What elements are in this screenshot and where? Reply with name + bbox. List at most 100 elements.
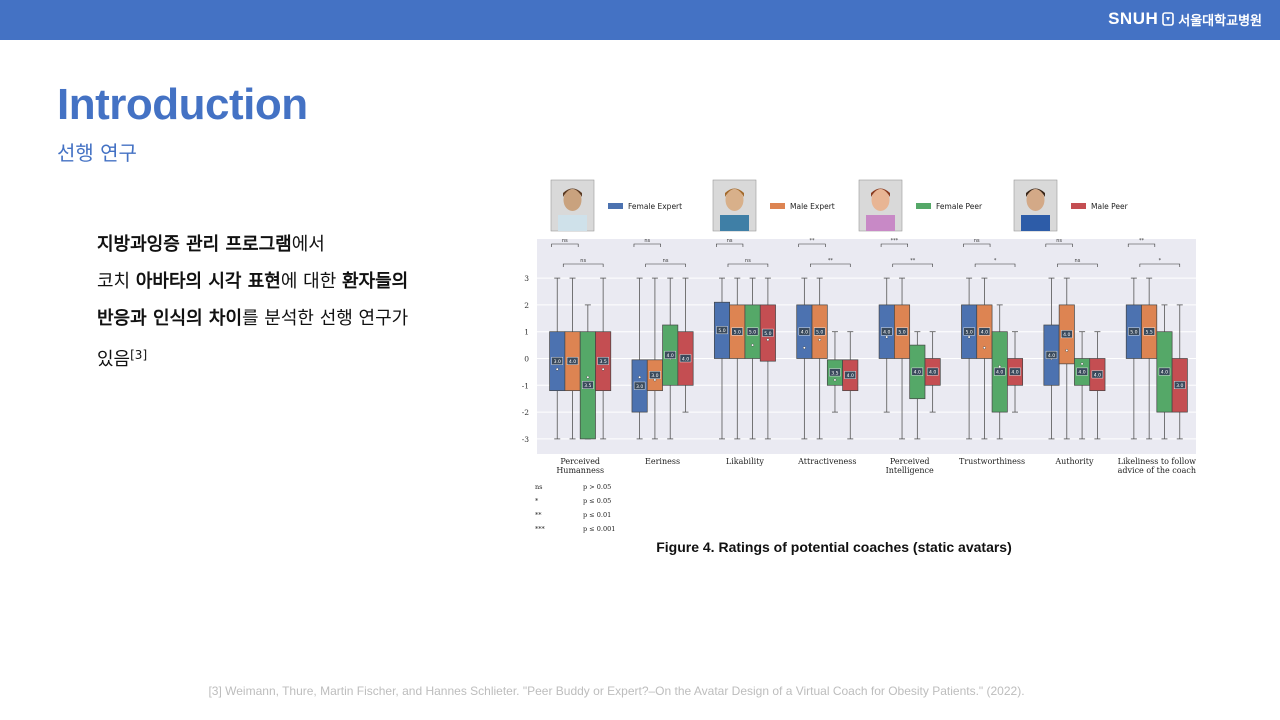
median-label-bg xyxy=(633,381,646,390)
median-label-bg xyxy=(1174,381,1186,390)
median-label-bg xyxy=(1158,367,1171,376)
median-label-bg xyxy=(978,327,991,336)
mean-marker xyxy=(802,346,806,350)
avatar-hair xyxy=(725,188,744,197)
mean-marker xyxy=(967,335,971,339)
mean-marker xyxy=(586,375,590,379)
y-tick-label: -2 xyxy=(522,408,530,417)
significance-label: * xyxy=(994,258,997,264)
median-label-bg xyxy=(551,356,563,365)
significance-label: ns xyxy=(1056,238,1062,244)
significance-bracket xyxy=(892,263,933,267)
avatar-face xyxy=(563,189,582,211)
legend-label: Male Peer xyxy=(1091,202,1129,211)
median-label-bg xyxy=(798,327,811,336)
median-label: 3.0 xyxy=(651,373,658,379)
significance-label: ** xyxy=(910,258,916,264)
avatar-face xyxy=(725,189,744,211)
avatar-face xyxy=(1026,189,1045,211)
slide-title: Introduction xyxy=(57,80,308,129)
significance-description: p ≤ 0.05 xyxy=(583,497,611,505)
body-text-run: 에 대한 xyxy=(280,271,342,292)
significance-bracket xyxy=(562,263,604,267)
significance-label: ns xyxy=(727,238,733,244)
median-label-bg xyxy=(679,354,692,363)
legend-swatch xyxy=(1071,203,1086,209)
avatar-body xyxy=(720,215,749,231)
mean-marker xyxy=(638,375,642,379)
logo-mark: SNUH xyxy=(1108,9,1159,28)
mean-marker xyxy=(601,367,605,371)
significance-bracket xyxy=(798,243,826,247)
figure: Female Expert Male Expert Female Peer Male … xyxy=(521,175,1244,561)
footnote: [3] Weimann, Thure, Martin Fischer, and … xyxy=(208,684,1025,698)
median-label-bg xyxy=(1061,330,1073,339)
median-label-bg xyxy=(994,367,1006,376)
median-label: 4.0 xyxy=(981,330,988,336)
figure-caption: Figure 4. Ratings of potential coaches (… xyxy=(656,539,1012,555)
significance-description: p ≤ 0.01 xyxy=(583,511,611,519)
significance-bracket xyxy=(1057,263,1098,267)
significance-symbol: *** xyxy=(535,525,546,533)
legend-label: Male Expert xyxy=(790,202,835,211)
median-label: 4.0 xyxy=(1048,353,1055,359)
body-text-run: 반응과 인식의 차이 xyxy=(97,308,243,329)
avatar-body xyxy=(558,215,587,231)
median-label: 3.5 xyxy=(599,359,606,365)
significance-bracket xyxy=(810,263,851,267)
median-label: 3.0 xyxy=(554,359,561,365)
median-label: 5.0 xyxy=(734,330,741,336)
avatar-face xyxy=(871,189,890,211)
median-label: 4.0 xyxy=(1094,372,1101,378)
body-text-run: 환자들의 xyxy=(341,271,409,292)
mean-marker xyxy=(833,378,837,382)
significance-symbol: ** xyxy=(535,511,542,519)
significance-label: * xyxy=(1159,258,1162,264)
x-category-label: advice of the coach xyxy=(1118,466,1196,475)
median-label: 4.0 xyxy=(667,353,674,359)
median-label: 4.0 xyxy=(914,370,921,376)
box-plot-chart: Female Expert Male Expert Female Peer Male … xyxy=(522,179,1196,555)
avatar-hair xyxy=(1026,188,1045,197)
legend-swatch xyxy=(916,203,931,209)
x-category-label: Perceived xyxy=(890,457,930,466)
significance-bracket xyxy=(1127,243,1156,247)
mean-marker xyxy=(555,367,559,371)
y-tick-label: -1 xyxy=(522,381,529,390)
x-category-label: Humanness xyxy=(556,466,604,475)
mean-marker xyxy=(818,338,822,342)
median-label: 5.0 xyxy=(1130,330,1137,336)
median-label: 4.0 xyxy=(801,330,808,336)
y-tick-label: 1 xyxy=(524,328,529,337)
median-label: 3.0 xyxy=(1176,383,1183,389)
median-label-bg xyxy=(911,367,924,376)
legend-swatch xyxy=(608,203,623,209)
plot-background xyxy=(537,239,1196,454)
x-category-label: Eeriness xyxy=(645,457,680,466)
body-text-run: 지방과잉증 관리 프로그램 xyxy=(97,234,292,255)
median-label-bg xyxy=(813,327,826,336)
significance-label: ns xyxy=(644,238,650,244)
body-text-run: 아바타의 시각 표현 xyxy=(135,271,281,292)
median-label-bg xyxy=(829,368,841,377)
median-label-bg xyxy=(582,381,594,390)
significance-symbol: ns xyxy=(535,483,543,491)
citation-ref: [3] xyxy=(130,348,148,362)
avatar-hair xyxy=(871,188,890,197)
median-label-bg xyxy=(649,371,661,379)
significance-label: ns xyxy=(663,258,669,264)
logo-emblem-icon xyxy=(1162,12,1175,26)
median-label: 3.5 xyxy=(584,383,591,389)
median-label-bg xyxy=(731,327,743,336)
x-category-label: Intelligence xyxy=(886,466,934,475)
significance-label: ns xyxy=(580,258,586,264)
significance-bracket xyxy=(974,263,1016,267)
significance-symbol: * xyxy=(535,497,539,505)
median-label: 5.0 xyxy=(764,331,771,337)
body-text-run: 코치 xyxy=(97,271,136,292)
median-label-bg xyxy=(664,350,676,359)
significance-label: ** xyxy=(1139,238,1145,244)
median-label: 4.0 xyxy=(1078,370,1085,376)
significance-label: *** xyxy=(891,238,899,244)
x-category-label: Authority xyxy=(1054,457,1094,466)
